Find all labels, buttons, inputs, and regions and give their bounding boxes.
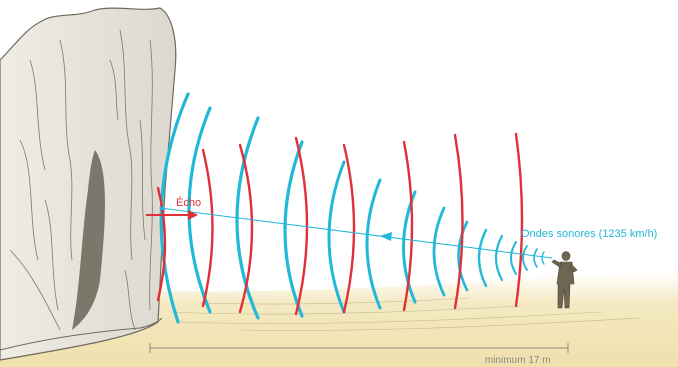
sound-direction-arrow: [159, 206, 553, 259]
distance-bar: [149, 343, 569, 353]
distance-label: minimum 17 m: [485, 355, 551, 366]
echo-label: Écho: [176, 197, 202, 209]
person-icon: [551, 251, 578, 309]
cliff-icon: [0, 7, 177, 361]
sound-arrowhead-mid: [380, 232, 392, 241]
sound-waves-label: Ondes sonores (1235 km/h): [521, 228, 658, 240]
echo-waves: [156, 132, 524, 316]
